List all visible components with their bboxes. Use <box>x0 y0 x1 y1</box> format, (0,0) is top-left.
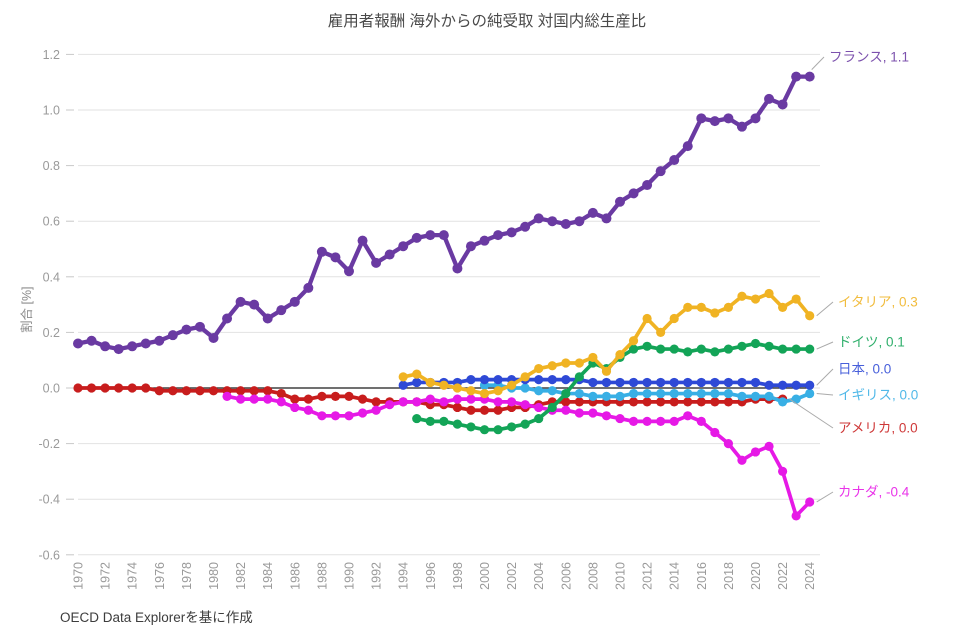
x-tick-label: 1974 <box>126 562 140 590</box>
leader-line-germany <box>816 341 834 350</box>
series-label-usa: アメリカ, 0.0 <box>838 421 918 436</box>
y-tick-label: 0.8 <box>43 159 60 173</box>
y-tick-label: -0.4 <box>38 493 60 507</box>
y-tick-label: 1.2 <box>43 48 60 62</box>
x-tick-label: 1972 <box>99 562 113 590</box>
x-tick-label: 2014 <box>668 562 682 590</box>
y-tick-label: -0.2 <box>38 437 60 451</box>
x-tick-labels: 1970 1972 1974 1976 1978 1980 1982 1984 1986 1988… <box>72 562 818 590</box>
x-tick-label: 2002 <box>505 562 519 590</box>
series-canada-points <box>222 391 815 521</box>
x-tick-label: 1992 <box>370 562 384 590</box>
x-tick-label: 1988 <box>315 562 329 590</box>
leader-line-canada <box>816 491 834 503</box>
series-france-points <box>73 71 815 355</box>
series-usa <box>73 383 788 415</box>
x-tick-label: 1994 <box>397 562 411 590</box>
series-label-france: フランス, 1.1 <box>829 50 909 65</box>
y-gridlines <box>66 53 820 556</box>
y-axis-title: 割合 [%] <box>19 286 34 333</box>
y-axis-title-group: 割合 [%] <box>19 286 34 333</box>
x-tick-label: 2024 <box>803 562 817 590</box>
series-germany-points <box>412 338 815 435</box>
x-tick-label: 2006 <box>559 562 573 590</box>
y-tick-label: 0.4 <box>43 270 60 284</box>
leader-line-france <box>811 56 825 70</box>
x-tick-label: 2000 <box>478 562 492 590</box>
x-tick-label: 2010 <box>614 562 628 590</box>
series-label-japan: 日本, 0.0 <box>838 362 891 377</box>
source-note: OECD Data Explorerを基に作成 <box>60 609 253 625</box>
series-label-italy: イタリア, 0.3 <box>838 295 918 310</box>
x-tick-label: 1990 <box>343 562 357 590</box>
series-label-germany: ドイツ, 0.1 <box>838 335 905 350</box>
series-france <box>73 71 815 355</box>
x-tick-label: 2020 <box>749 562 763 590</box>
series-uk-points <box>479 380 815 407</box>
y-tick-label: -0.6 <box>38 548 60 562</box>
y-tick-label: 0.0 <box>43 382 60 396</box>
series-label-canada: カナダ, -0.4 <box>838 485 910 500</box>
x-tick-label: 2018 <box>722 562 736 590</box>
x-tick-label: 1978 <box>180 562 194 590</box>
x-tick-label: 1984 <box>261 562 275 590</box>
leader-line-uk <box>816 393 834 396</box>
x-tick-label: 1970 <box>72 562 86 590</box>
chart-title: 雇用者報酬 海外からの純受取 対国内総生産比 <box>328 12 647 30</box>
series-italy <box>398 288 815 399</box>
x-tick-label: 2016 <box>695 562 709 590</box>
x-tick-label: 1976 <box>153 562 167 590</box>
x-tick-label: 2004 <box>532 562 546 590</box>
series-canada-line <box>225 394 812 518</box>
series-usa-points <box>73 383 788 415</box>
series-uk <box>479 380 815 407</box>
leader-line-italy <box>816 301 834 317</box>
y-tick-labels: 1.2 1.0 0.8 0.6 0.4 0.2 0.0 -0.2 -0.4 -0.6 <box>38 48 60 562</box>
y-tick-label: 0.2 <box>43 326 60 340</box>
x-tick-label: 1982 <box>234 562 248 590</box>
x-tick-label: 2008 <box>586 562 600 590</box>
series-canada <box>222 391 815 521</box>
x-tick-label: 2012 <box>641 562 655 590</box>
x-tick-label: 1996 <box>424 562 438 590</box>
x-tick-label: 2022 <box>776 562 790 590</box>
leader-line-usa <box>789 398 834 429</box>
x-tick-label: 1986 <box>288 562 302 590</box>
y-tick-label: 1.0 <box>43 104 60 118</box>
x-tick-label: 1980 <box>207 562 221 590</box>
series-italy-points <box>398 288 815 399</box>
y-tick-label: 0.6 <box>43 215 60 229</box>
x-tick-label: 1998 <box>451 562 465 590</box>
series-label-uk: イギリス, 0.0 <box>838 388 918 403</box>
leader-line-japan <box>816 368 834 386</box>
